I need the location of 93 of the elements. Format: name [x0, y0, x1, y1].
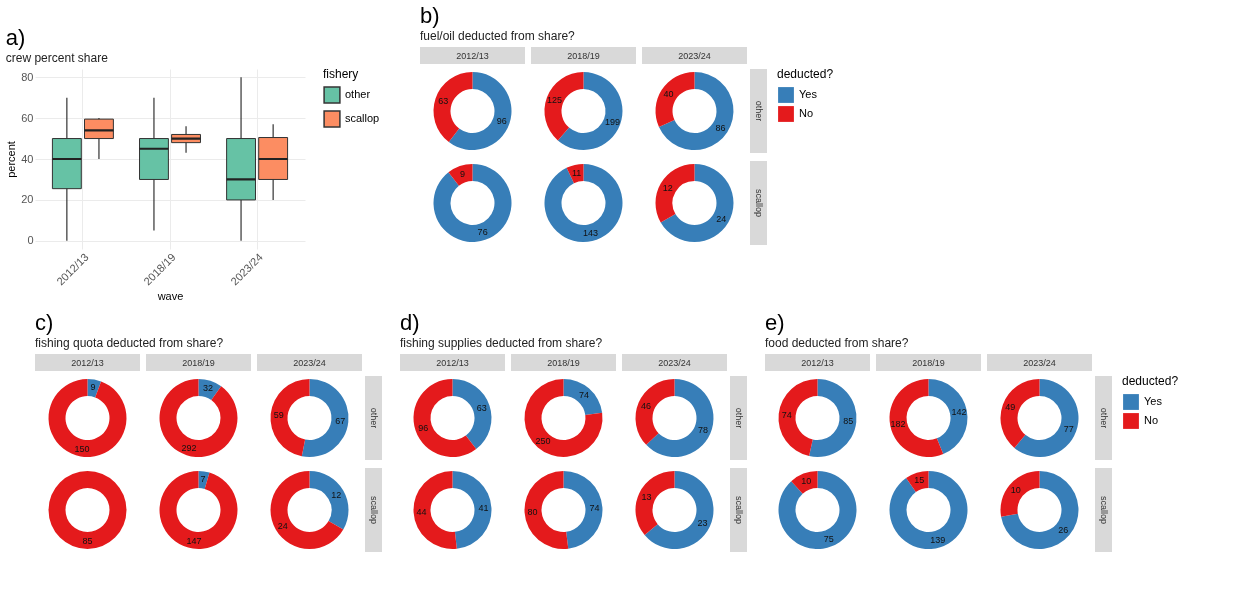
text: other: [368, 407, 379, 429]
data-label: 125: [546, 95, 562, 106]
data-label: 49: [1005, 402, 1016, 413]
chart-title: food deducted from share?: [765, 336, 909, 350]
data-label: 15: [914, 475, 925, 486]
data-label: 74: [578, 389, 589, 400]
data-label: 77: [1063, 423, 1074, 434]
data-label: 32: [202, 383, 213, 394]
data-label: 147: [186, 535, 202, 546]
text: 2023/24: [658, 358, 691, 368]
data-label: 199: [605, 116, 621, 127]
text: 2018/19: [912, 358, 945, 368]
data-label: 74: [589, 503, 600, 514]
data-label: 182: [890, 418, 906, 429]
legend-title: deducted?: [1122, 374, 1179, 388]
legend-label: other: [345, 88, 371, 100]
text: 2012/13: [801, 358, 834, 368]
data-label: 12: [331, 489, 342, 500]
legend-label: Yes: [799, 88, 818, 100]
text: 2023/24: [1023, 358, 1056, 368]
text: e): [765, 310, 785, 335]
legend-label: No: [1144, 414, 1159, 426]
y-tick-label: 80: [21, 70, 34, 83]
data-label: 12: [662, 182, 673, 193]
legend-label: Yes: [1144, 395, 1163, 407]
text: 2018/19: [547, 358, 580, 368]
data-label: 67: [335, 416, 346, 427]
data-label: 10: [1010, 485, 1021, 496]
data-label: 13: [641, 491, 652, 502]
text: 2018/19: [182, 358, 215, 368]
data-label: 46: [641, 400, 652, 411]
text: d): [400, 310, 420, 335]
data-label: 41: [478, 503, 489, 514]
text: other: [733, 407, 744, 429]
chart-title: fuel/oil deducted from share?: [420, 29, 576, 43]
data-label: 63: [438, 96, 449, 107]
text: scallop: [1098, 495, 1109, 525]
data-label: 96: [496, 115, 507, 126]
data-label: 75: [823, 533, 834, 544]
y-tick-label: 0: [27, 234, 34, 247]
data-label: 26: [1058, 524, 1069, 535]
y-tick-label: 20: [21, 193, 34, 206]
text: 2023/24: [678, 51, 711, 61]
data-label: 23: [697, 518, 708, 529]
text: scallop: [753, 188, 764, 218]
data-label: 74: [781, 409, 792, 420]
data-label: 63: [476, 403, 487, 414]
data-label: 7: [200, 474, 206, 485]
data-label: 40: [663, 89, 674, 100]
text: other: [1098, 407, 1109, 429]
x-axis-title: wave: [156, 290, 184, 303]
chart-title: fishing quota deducted from share?: [35, 336, 224, 350]
data-label: 250: [535, 436, 551, 447]
data-label: 80: [527, 506, 538, 517]
legend-title: deducted?: [777, 67, 834, 81]
text: 2012/13: [71, 358, 104, 368]
data-label: 85: [843, 416, 854, 427]
data-label: 96: [418, 422, 429, 433]
text: 2012/13: [456, 51, 489, 61]
data-label: 59: [273, 409, 284, 420]
text: c): [35, 310, 54, 335]
data-label: 150: [74, 443, 90, 454]
data-label: 78: [697, 425, 708, 436]
data-label: 24: [277, 520, 288, 531]
y-tick-label: 40: [21, 152, 34, 165]
text: 2018/19: [567, 51, 600, 61]
data-label: 142: [951, 407, 967, 418]
data-label: 11: [571, 167, 582, 178]
legend-label: No: [799, 107, 814, 119]
data-label: 24: [716, 213, 727, 224]
y-axis-title: percent: [5, 141, 18, 178]
data-label: 139: [930, 534, 946, 545]
data-label: 86: [715, 122, 726, 133]
data-label: 292: [181, 442, 197, 453]
text: 2012/13: [436, 358, 469, 368]
data-label: 9: [90, 382, 96, 393]
data-label: 9: [459, 168, 465, 179]
text: b): [420, 3, 440, 28]
text: other: [753, 100, 764, 122]
data-label: 85: [82, 536, 93, 546]
data-label: 143: [582, 228, 598, 239]
chart-title: crew percent share: [5, 51, 109, 65]
text: 2023/24: [293, 358, 326, 368]
data-label: 44: [416, 506, 427, 517]
text: scallop: [368, 495, 379, 525]
text: a): [5, 25, 26, 50]
legend-label: scallop: [345, 112, 380, 124]
data-label: 10: [801, 476, 812, 487]
data-label: 76: [477, 227, 488, 238]
chart-title: fishing supplies deducted from share?: [400, 336, 603, 350]
text: scallop: [733, 495, 744, 525]
legend-title: fishery: [323, 67, 359, 81]
y-tick-label: 60: [21, 111, 34, 124]
